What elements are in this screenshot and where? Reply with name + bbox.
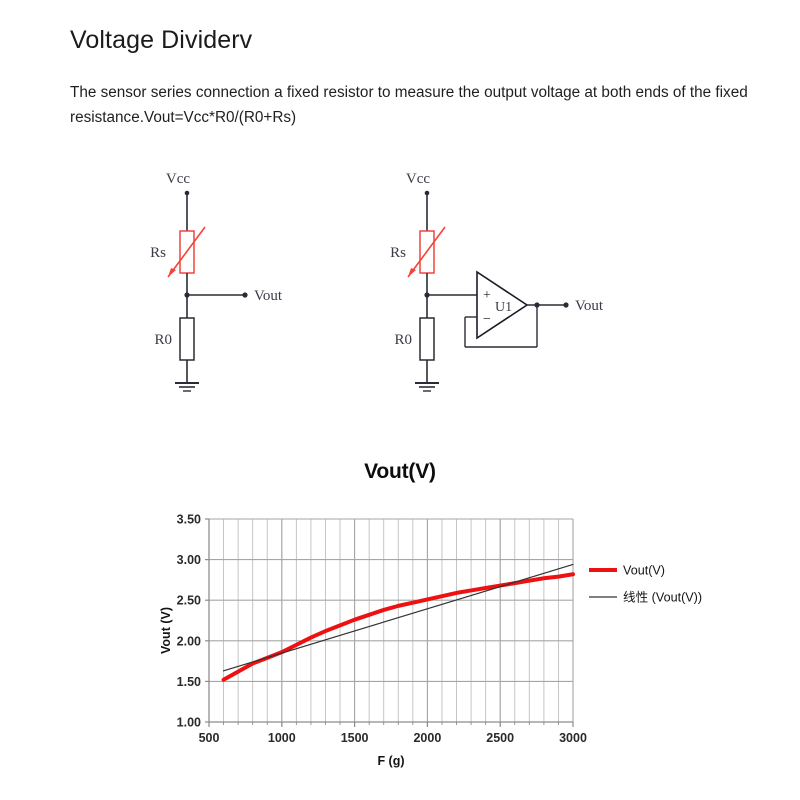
chart-gridlines [208, 518, 574, 723]
chart-figure: Vout(V) 1.00 1.50 2.00 2.50 3.00 3.50 500 1000 1… [0, 450, 800, 780]
chart-tick-labels: 1.00 1.50 2.00 2.50 3.00 3.50 500 1000 1500 2000 2… [177, 513, 587, 746]
axis-label-x: 1500 [341, 731, 369, 745]
variable-resistor-rs-arrow-1 [167, 226, 206, 278]
chart-legend: Vout(V) 线性 (Vout(V)) [589, 564, 702, 605]
fixed-resistor-r0-body-2 [419, 317, 435, 361]
page-title: Voltage Dividerv [70, 26, 253, 54]
vout-label-1: Vout [254, 288, 283, 304]
plot-background [209, 519, 573, 722]
chart-axis-titles: F (g) Vout (V) [159, 607, 405, 768]
opamp-label-u1: U1 [495, 300, 512, 315]
axis-label-y: 2.00 [177, 634, 201, 648]
axis-label-y: 3.50 [177, 513, 201, 527]
vcc-label-1: Vcc [166, 171, 190, 187]
chart-axes [205, 518, 574, 727]
opamp-output-node-dot [534, 302, 540, 308]
axis-label-x: 1000 [268, 731, 296, 745]
variable-resistor-rs-arrowhead-2 [408, 268, 416, 277]
axis-label-x: 2500 [486, 731, 514, 745]
page-description: The sensor series connection a fixed res… [70, 84, 748, 126]
axis-label-y: 2.50 [177, 594, 201, 608]
circuit-diagram-voltage-divider: Vcc Rs Vout R0 [150, 171, 283, 392]
axis-label-y: 1.50 [177, 675, 201, 689]
chart-series-lines [221, 563, 575, 682]
variable-resistor-rs-arrow-2 [407, 226, 446, 278]
vcc-label-2: Vcc [406, 171, 430, 187]
axis-label-x: 500 [199, 731, 220, 745]
r0-label-1: R0 [154, 332, 172, 348]
axis-label-x: 2000 [413, 731, 441, 745]
legend-label: Vout(V) [623, 564, 665, 578]
vout-label-2: Vout [575, 298, 604, 314]
axis-label-y: 3.00 [177, 553, 201, 567]
opamp-u1: + − U1 [476, 270, 529, 340]
rs-label-1: Rs [150, 245, 166, 261]
rs-label-2: Rs [390, 245, 406, 261]
circuit-diagrams-svg: Vcc Rs Vout R0 [150, 171, 604, 392]
variable-resistor-rs-arrowhead-1 [168, 268, 176, 277]
series-line [222, 563, 574, 672]
chart-title: Vout(V) [364, 460, 436, 483]
opamp-minus-sign: − [483, 312, 491, 327]
ground-symbol-2 [415, 382, 439, 392]
axis-label-y: 1.00 [177, 716, 201, 730]
opamp-feedback-loop [464, 305, 538, 348]
axis-title-y: Vout (V) [159, 607, 173, 654]
legend-label: 线性 (Vout(V)) [623, 591, 702, 605]
series-line [221, 572, 575, 682]
opamp-triangle [476, 270, 529, 340]
vout-terminal-dot-1 [242, 292, 248, 298]
ground-symbol-1 [175, 382, 199, 392]
chart-plot-svg: 1.00 1.50 2.00 2.50 3.00 3.50 500 1000 1500 2000 2… [159, 513, 702, 769]
r0-label-2: R0 [394, 332, 412, 348]
axis-label-x: 3000 [559, 731, 587, 745]
axis-title-x: F (g) [377, 754, 404, 768]
circuit-diagrams-section: Vcc Rs Vout R0 [0, 155, 800, 410]
opamp-plus-sign: + [483, 288, 491, 303]
circuit-diagram-voltage-divider-buffered: Vcc Rs + − U1 [390, 171, 604, 392]
vout-terminal-dot-2 [563, 302, 569, 308]
fixed-resistor-r0-body-1 [179, 317, 195, 361]
